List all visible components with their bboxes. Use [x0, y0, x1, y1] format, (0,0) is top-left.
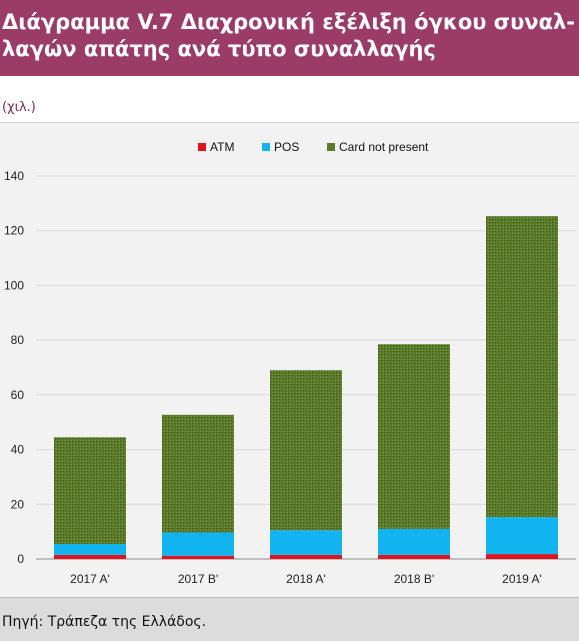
y-tick-label: 0 [17, 552, 24, 566]
bar-segment-pos [486, 517, 558, 555]
x-tick-label: 2017 A' [70, 572, 110, 586]
bar-segment-atm [162, 555, 234, 559]
bar-segment-pos [54, 543, 126, 555]
bar-segment-atm [270, 554, 342, 559]
y-tick-label: 20 [11, 497, 25, 511]
y-tick-label: 60 [11, 388, 25, 402]
bar-segment-card-not-present [270, 370, 342, 531]
legend-label: Card not present [339, 140, 429, 154]
bar-segment-pos [162, 532, 234, 556]
legend-swatch [262, 143, 270, 151]
source-text: Πηγή: Τράπεζα της Ελλάδος. [2, 614, 207, 630]
bar-stack [162, 414, 234, 559]
bar-segment-atm [54, 554, 126, 559]
x-tick-label: 2018 B' [394, 572, 434, 586]
legend: ATM POS Card not present [198, 140, 429, 154]
bars [54, 216, 558, 559]
chart-title: Διάγραμμα V.7 Διαχρονική εξέλιξη όγκου σ… [0, 0, 579, 76]
bar-stack [486, 216, 558, 559]
legend-swatch [198, 143, 206, 151]
bar-segment-atm [486, 554, 558, 559]
x-tick-label: 2018 A' [286, 572, 326, 586]
bar-stack [378, 344, 450, 559]
chart-title-line-2: λαγών απάτης ανά τύπο συναλλαγής [2, 37, 436, 61]
x-tick-label: 2019 A' [502, 572, 542, 586]
y-tick-label: 40 [11, 443, 25, 457]
unit-label: (χιλ.) [2, 100, 36, 115]
legend-swatch [327, 143, 335, 151]
x-tick-label: 2017 B' [178, 572, 218, 586]
bar-segment-atm [378, 554, 450, 559]
bar-stack [54, 437, 126, 559]
chart-title-line-1: Διάγραμμα V.7 Διαχρονική εξέλιξη όγκου σ… [2, 10, 576, 34]
bar-segment-card-not-present [486, 216, 558, 518]
bar-segment-card-not-present [54, 437, 126, 544]
bar-segment-pos [378, 528, 450, 555]
chart-panel: 0 20 40 60 80 100 120 140 2017 A' 2017 B' 2018 A' 2… [0, 122, 579, 597]
y-tick-label: 120 [4, 224, 24, 238]
axes: 0 20 40 60 80 100 120 140 2017 A' 2017 B' 2018 A' 2… [4, 169, 542, 586]
stacked-bar-chart: 0 20 40 60 80 100 120 140 2017 A' 2017 B' 2018 A' 2… [4, 140, 576, 586]
legend-label: ATM [210, 140, 234, 154]
y-tick-label: 100 [4, 278, 24, 292]
bar-stack [270, 370, 342, 559]
bar-segment-pos [270, 530, 342, 555]
legend-label: POS [274, 140, 299, 154]
bar-segment-card-not-present [162, 414, 234, 533]
bar-segment-card-not-present [378, 344, 450, 529]
y-tick-label: 140 [4, 169, 24, 183]
y-tick-label: 80 [11, 333, 25, 347]
source-note: Πηγή: Τράπεζα της Ελλάδος. [0, 597, 579, 641]
